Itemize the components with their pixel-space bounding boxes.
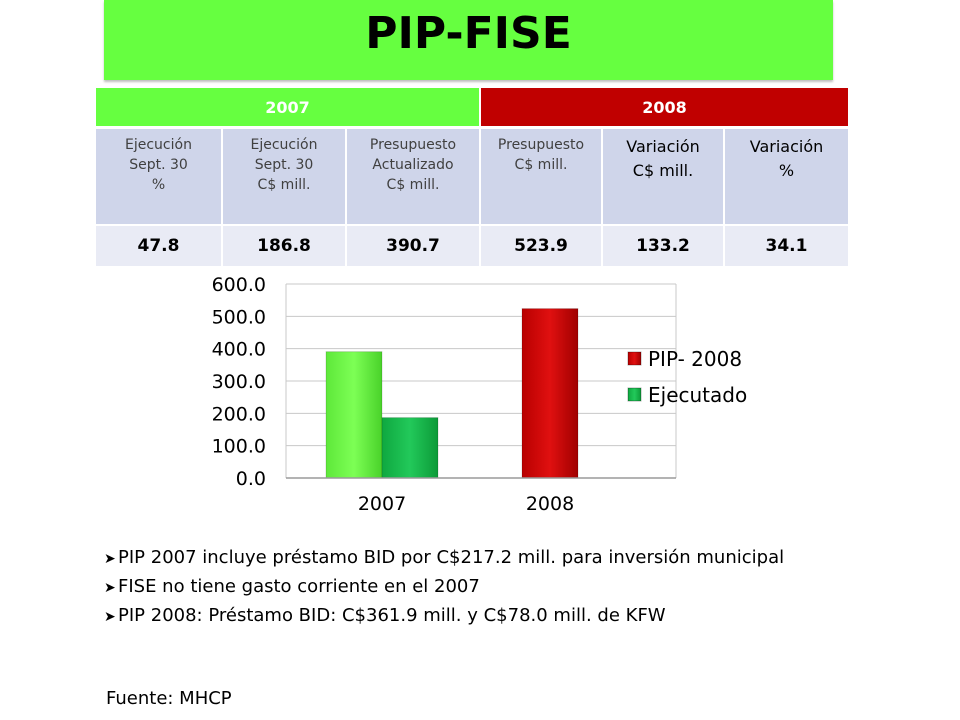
header-variacion-pct: Variación %: [723, 126, 848, 225]
note-item: ➤ PIP 2007 incluye préstamo BID por C$217…: [104, 544, 904, 573]
arrow-bullet-icon: ➤: [104, 580, 116, 596]
y-tick-label: 600.0: [212, 274, 266, 296]
notes-list: ➤ PIP 2007 incluye préstamo BID por C$217…: [104, 544, 904, 631]
value-variacion-pct: 34.1: [723, 224, 848, 266]
bars: [286, 308, 676, 479]
header-variacion-mill: Variación C$ mill.: [601, 126, 724, 225]
legend-swatch: [627, 387, 642, 402]
value-ejecucion-pct: 47.8: [96, 224, 222, 266]
value-ejecucion-mill: 186.8: [221, 224, 346, 266]
arrow-bullet-icon: ➤: [104, 551, 116, 567]
header-ejecucion-mill: Ejecución Sept. 30 C$ mill.: [221, 126, 346, 225]
page-title: PIP-FISE: [365, 8, 572, 59]
header-presupuesto: Presupuesto C$ mill.: [479, 126, 602, 225]
x-axis-labels: 2007 2008: [358, 493, 574, 515]
title-banner: PIP-FISE: [104, 0, 833, 80]
y-tick-label: 300.0: [212, 371, 266, 393]
value-presupuesto: 523.9: [479, 224, 602, 266]
x-category-label: 2008: [526, 493, 574, 515]
source-note: Fuente: MHCP: [106, 688, 232, 709]
note-text: PIP 2008: Préstamo BID: C$361.9 mill. y …: [118, 605, 666, 626]
summary-table: 2007 2008 Ejecución Sept. 30 % Ejecución…: [96, 88, 848, 266]
year-header-2008: 2008: [479, 88, 848, 128]
header-ejecucion-pct: Ejecución Sept. 30 %: [96, 126, 222, 225]
legend-label: Ejecutado: [648, 383, 747, 407]
legend: PIP- 2008 Ejecutado: [627, 347, 747, 407]
year-header-2007: 2007: [96, 88, 480, 128]
arrow-bullet-icon: ➤: [104, 609, 116, 625]
y-tick-label: 400.0: [212, 339, 266, 361]
y-tick-label: 0.0: [236, 468, 266, 490]
y-tick-label: 200.0: [212, 403, 266, 425]
bar-2008-pip-2008: [521, 308, 579, 479]
header-presupuesto-actualizado: Presupuesto Actualizado C$ mill.: [345, 126, 480, 225]
bar-2007-pip-2008: [325, 351, 383, 479]
y-axis-ticks: 0.0 100.0 200.0 300.0 400.0 500.0 600.0: [212, 274, 266, 490]
y-tick-label: 100.0: [212, 436, 266, 458]
bar-chart: 0.0 100.0 200.0 300.0 400.0 500.0 600.0 2007 20…: [196, 268, 776, 528]
x-category-label: 2007: [358, 493, 406, 515]
note-item: ➤ PIP 2008: Préstamo BID: C$361.9 mill. y…: [104, 602, 904, 631]
note-text: FISE no tiene gasto corriente en el 2007: [118, 576, 480, 597]
y-tick-label: 500.0: [212, 306, 266, 328]
value-presupuesto-actualizado: 390.7: [345, 224, 480, 266]
note-text: PIP 2007 incluye préstamo BID por C$217.…: [118, 547, 785, 568]
legend-label: PIP- 2008: [648, 347, 742, 371]
note-item: ➤ FISE no tiene gasto corriente en el 200…: [104, 573, 904, 602]
legend-swatch: [627, 351, 642, 366]
year-header-row: 2007 2008: [96, 88, 848, 128]
values-row: 47.8 186.8 390.7 523.9 133.2 34.1: [96, 224, 848, 266]
column-header-row: Ejecución Sept. 30 % Ejecución Sept. 30 …: [96, 126, 848, 225]
bar-2007-ejecutado: [381, 417, 439, 479]
value-variacion-mill: 133.2: [601, 224, 724, 266]
